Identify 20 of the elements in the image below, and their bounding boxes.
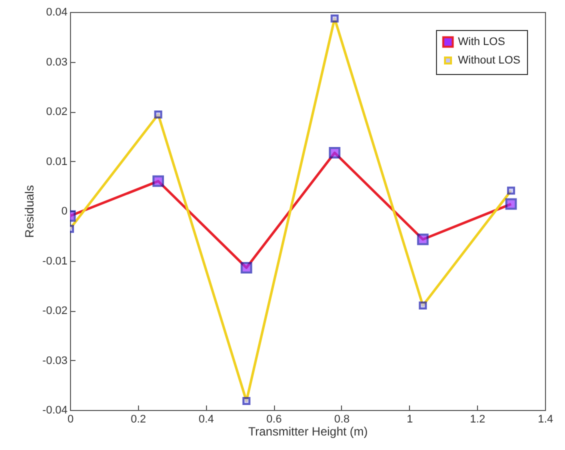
x-tick-label: 0.2 — [130, 414, 146, 426]
y-tick-label: 0 — [61, 206, 68, 218]
x-tick-label: 1 — [406, 414, 413, 426]
y-tick-label: -0.01 — [42, 255, 68, 268]
legend-label: With LOS — [458, 36, 506, 48]
y-tick-label: -0.02 — [42, 305, 68, 317]
x-tick-label: 1.2 — [470, 414, 486, 426]
y-tick-label: -0.03 — [42, 354, 68, 367]
y-tick-label: 0.04 — [46, 6, 68, 18]
x-axis-title: Transmitter Height (m) — [248, 424, 368, 438]
y-tick-label: 0.02 — [46, 106, 68, 118]
y-tick-label: 0.03 — [46, 56, 68, 68]
x-tick-label: 1.4 — [538, 414, 554, 426]
x-tick-label: 0.4 — [198, 414, 214, 426]
legend-label: Without LOS — [458, 54, 520, 66]
y-tick-label: 0.01 — [46, 156, 68, 168]
x-tick-label: 0.8 — [334, 414, 350, 426]
y-tick-label: -0.04 — [42, 404, 68, 416]
y-axis-title: Residuals — [22, 185, 36, 238]
x-tick-label: 0.6 — [266, 414, 282, 426]
